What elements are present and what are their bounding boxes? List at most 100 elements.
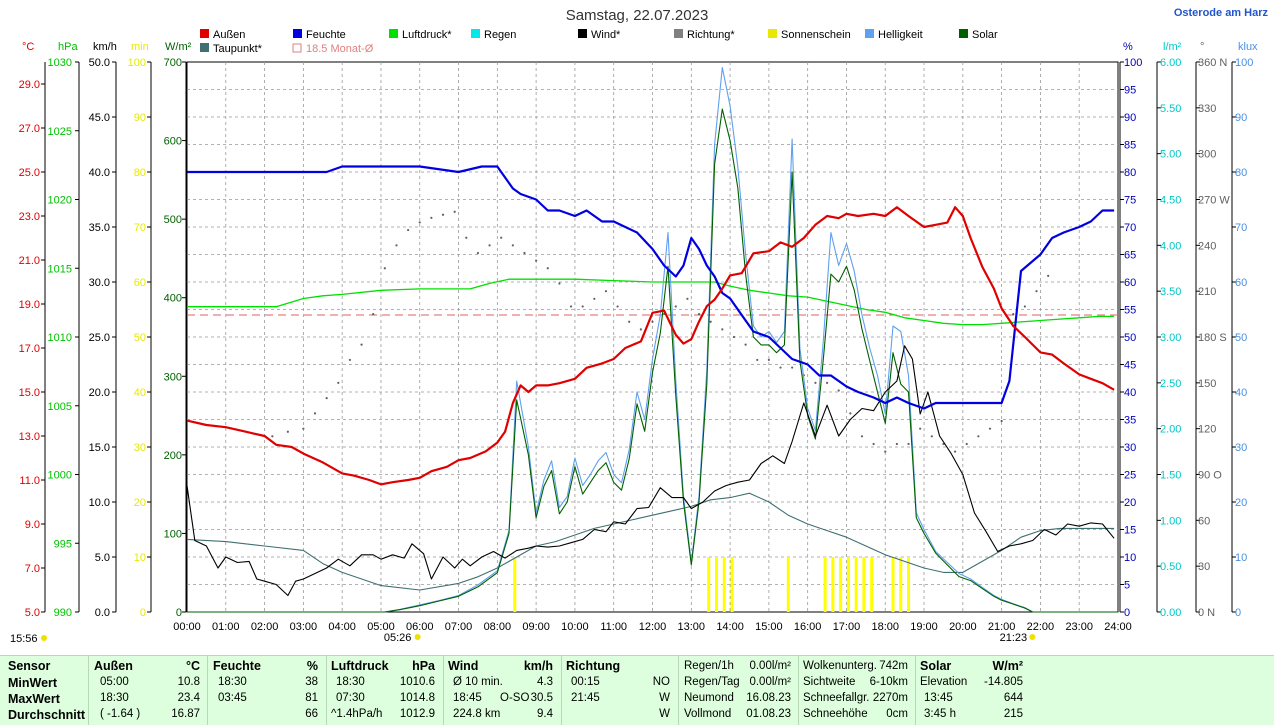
axis-label-humidity: 100 bbox=[1124, 57, 1142, 69]
axis-unit-direction: ° bbox=[1200, 41, 1204, 53]
series-pressure-line bbox=[187, 278, 1115, 326]
axis-label-sunshine: 0 bbox=[140, 607, 146, 619]
solar-unit: W/m² bbox=[992, 659, 1023, 673]
axis-label-temp: 23.0 bbox=[19, 211, 40, 223]
stats-label-sensor: Sensor bbox=[8, 659, 51, 673]
wolken-r1-label: Wolkenunterg. bbox=[803, 660, 877, 672]
aussen-min-val: 10.8 bbox=[177, 676, 200, 688]
direction-point bbox=[418, 221, 421, 224]
regen-r1-label: Regen/1h bbox=[684, 660, 734, 672]
solar-r1-label: Elevation bbox=[920, 676, 968, 688]
sunrise-label: 05:26 bbox=[384, 632, 412, 644]
axis-label-humidity: 60 bbox=[1124, 277, 1136, 289]
wolken-r3-label: Schneefallgr. bbox=[803, 692, 870, 704]
axis-label-wind: 0.0 bbox=[95, 607, 110, 619]
feuchte-title: Feuchte bbox=[213, 659, 261, 673]
regen-r3-label: Neumond bbox=[684, 692, 734, 704]
direction-point bbox=[814, 381, 817, 384]
axis-label-rain: 0.00 bbox=[1160, 607, 1181, 619]
x-tick-label: 10:00 bbox=[561, 621, 589, 633]
regen-r1-val: 0.00l/m² bbox=[749, 660, 791, 672]
axis-label-rain: 5.00 bbox=[1160, 149, 1181, 161]
legend-label: Feuchte bbox=[306, 29, 346, 41]
feuchte-min-val: 38 bbox=[305, 676, 318, 688]
axis-label-sunshine: 100 bbox=[128, 57, 146, 69]
regen-r3-val: 16.08.23 bbox=[746, 692, 791, 704]
x-tick-label: 02:00 bbox=[251, 621, 279, 633]
direction-point bbox=[651, 320, 654, 323]
stats-label-min: MinWert bbox=[8, 676, 58, 690]
regen-r2-val: 0.00l/m² bbox=[749, 676, 791, 688]
richtung-max-time: 21:45 bbox=[571, 692, 600, 704]
direction-point bbox=[907, 442, 910, 446]
feuchte-unit: % bbox=[306, 659, 318, 673]
axis-label-pressure: 1010 bbox=[48, 332, 72, 344]
axis-label-brightness: 70 bbox=[1235, 222, 1247, 234]
solar-r3-val: 215 bbox=[1003, 708, 1023, 720]
axis-label-solar: 700 bbox=[164, 57, 182, 69]
sunrise-icon bbox=[414, 634, 421, 640]
x-tick-label: 17:00 bbox=[833, 621, 861, 633]
direction-point bbox=[988, 427, 992, 430]
legend-swatch bbox=[200, 29, 209, 38]
solar-r2-val: 644 bbox=[1003, 692, 1023, 704]
direction-point bbox=[732, 335, 736, 339]
axis-label-sunshine: 10 bbox=[134, 552, 146, 564]
wind-unit: km/h bbox=[523, 659, 553, 673]
axis-label-temp: 27.0 bbox=[19, 123, 40, 135]
axis-label-rain: 3.00 bbox=[1160, 332, 1181, 344]
luftdruck-min-val: 1010.6 bbox=[399, 676, 435, 688]
wolken-r4-val: 0cm bbox=[886, 708, 908, 720]
solar-r2-label: 13:45 bbox=[924, 692, 953, 704]
x-tick-label: 00:00 bbox=[173, 621, 201, 633]
direction-point bbox=[1023, 305, 1026, 308]
wind-max-val: 30.5 bbox=[530, 692, 553, 704]
axis-label-sunshine: 70 bbox=[134, 222, 146, 234]
axis-label-rain: 3.50 bbox=[1160, 286, 1181, 298]
current-time-icon bbox=[41, 635, 47, 641]
axis-label-wind: 25.0 bbox=[89, 332, 110, 344]
legend-label: Taupunkt* bbox=[213, 43, 263, 55]
direction-point bbox=[488, 244, 491, 247]
right-axes: %100959085807570656055504540353025201510… bbox=[1119, 41, 1258, 619]
direction-point bbox=[453, 210, 456, 213]
axis-label-solar: 200 bbox=[164, 450, 182, 462]
direction-point bbox=[286, 430, 289, 433]
axis-unit-sunshine: min bbox=[131, 41, 149, 53]
direction-point bbox=[581, 305, 584, 308]
luftdruck-unit: hPa bbox=[412, 659, 435, 673]
axis-label-temp: 25.0 bbox=[19, 167, 40, 179]
legend-swatch bbox=[865, 29, 874, 38]
axis-label-brightness: 40 bbox=[1235, 387, 1247, 399]
stats-label-avg: Durchschnitt bbox=[8, 708, 86, 722]
wolken-r2-val: 6-10km bbox=[869, 676, 908, 688]
regen-r4-label: Vollmond bbox=[684, 708, 732, 720]
axis-label-wind: 20.0 bbox=[89, 387, 110, 399]
series-temp-line bbox=[186, 206, 1115, 486]
direction-point bbox=[360, 343, 363, 346]
axis-label-temp: 19.0 bbox=[19, 299, 40, 311]
legend-swatch bbox=[293, 29, 302, 38]
wind-min-val: 4.3 bbox=[537, 676, 553, 688]
axis-label-direction: 30 bbox=[1198, 561, 1210, 573]
axis-unit-pressure: hPa bbox=[58, 41, 78, 53]
direction-point bbox=[1047, 274, 1050, 277]
axis-unit-humidity: % bbox=[1123, 41, 1133, 53]
direction-point bbox=[546, 267, 549, 270]
x-tick-label: 11:00 bbox=[600, 621, 627, 633]
feuchte-max-time: 03:45 bbox=[218, 692, 247, 704]
direction-point bbox=[325, 397, 328, 400]
axis-label-brightness: 90 bbox=[1235, 112, 1247, 124]
axis-label-rain: 5.50 bbox=[1160, 103, 1181, 115]
axis-label-direction: 60 bbox=[1198, 515, 1210, 527]
axis-label-solar: 500 bbox=[164, 214, 182, 226]
axis-label-humidity: 20 bbox=[1124, 497, 1136, 509]
x-tick-label: 23:00 bbox=[1065, 621, 1093, 633]
axis-label-wind: 35.0 bbox=[89, 222, 110, 234]
current-time: 15:56 bbox=[10, 633, 38, 645]
wind-avg-val: 9.4 bbox=[537, 708, 553, 720]
axis-label-direction: 0 N bbox=[1198, 607, 1215, 619]
series-brightness-line bbox=[187, 66, 1118, 613]
direction-point bbox=[593, 297, 596, 300]
direction-point bbox=[930, 435, 933, 438]
